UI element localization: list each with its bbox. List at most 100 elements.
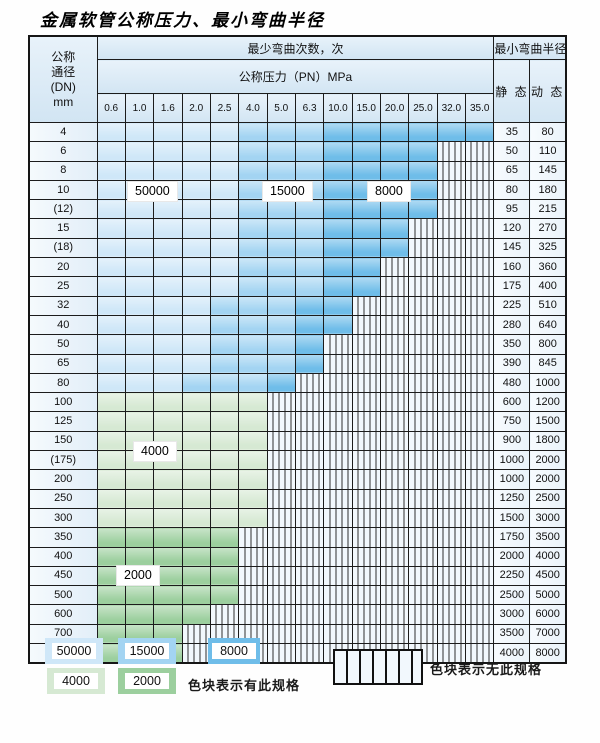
- static-cell: 35: [493, 121, 531, 143]
- pressure-cell: [153, 237, 183, 259]
- pressure-cell: [124, 469, 155, 490]
- pressure-cell: [209, 121, 240, 143]
- pressure-col-header: 25.0: [408, 93, 438, 123]
- pressure-cell: [408, 237, 438, 259]
- pressure-cell: [323, 546, 353, 567]
- table-row: 32 225 510: [28, 295, 567, 316]
- pressure-cell: [153, 604, 183, 625]
- static-cell: 350: [493, 334, 531, 355]
- pressure-cell: [379, 623, 410, 645]
- pressure-cell: [323, 314, 353, 336]
- pressure-cell: [379, 527, 410, 548]
- pressure-cell: [408, 141, 438, 162]
- pressure-cell: [436, 160, 466, 181]
- dynamic-cell: 4500: [529, 565, 567, 587]
- pressure-cell: [436, 507, 466, 529]
- dn-cell: 300: [28, 507, 98, 529]
- table-row: (12) 95 215: [28, 199, 567, 220]
- pressure-cell: [96, 411, 126, 432]
- pressure-cell: [464, 430, 495, 452]
- static-cell: 1250: [493, 488, 531, 509]
- pressure-cell: [181, 604, 211, 625]
- pressure-cell: [181, 643, 211, 664]
- dn-cell: 20: [28, 257, 98, 278]
- pressure-cell: [436, 199, 466, 220]
- pressure-cell: [408, 430, 438, 452]
- pressure-cell: [464, 643, 495, 664]
- dynamic-cell: 360: [529, 257, 567, 278]
- dn-cell: 600: [28, 604, 98, 625]
- static-cell: 80: [493, 179, 531, 201]
- pressure-cell: [153, 411, 183, 432]
- dynamic-cell: 800: [529, 334, 567, 355]
- dn-cell: 65: [28, 353, 98, 374]
- pressure-cell: [181, 276, 211, 297]
- static-cell: 1000: [493, 450, 531, 471]
- pressure-cell: [181, 372, 211, 394]
- pressure-cell: [238, 276, 268, 297]
- legend-swatch-2000-label: 2000: [125, 673, 169, 689]
- pressure-cell: [351, 546, 381, 567]
- pressure-cell: [238, 257, 268, 278]
- pressure-cell: [464, 411, 495, 432]
- pressure-cell: [408, 411, 438, 432]
- pressure-cell: [294, 411, 325, 432]
- pressure-cell: [379, 604, 410, 625]
- pressure-cell: [464, 623, 495, 645]
- pressure-cell: [464, 372, 495, 394]
- table-row: 150 900 1800: [28, 430, 567, 452]
- pressure-cell: [181, 121, 211, 143]
- pressure-cell: [379, 314, 410, 336]
- pressure-cell: [238, 469, 268, 490]
- pressure-cell: [379, 160, 410, 181]
- pressure-cell: [323, 237, 353, 259]
- pressure-cell: [323, 334, 353, 355]
- pressure-cell: [436, 411, 466, 432]
- pressure-cell: [238, 488, 268, 509]
- pressure-cell: [464, 218, 495, 239]
- pressure-cell: [351, 276, 381, 297]
- pressure-cell: [408, 314, 438, 336]
- pressure-cell: [351, 604, 381, 625]
- pressure-cell: [209, 160, 240, 181]
- pressure-col-header: 32.0: [436, 93, 466, 123]
- pressure-cell: [379, 334, 410, 355]
- pressure-cell: [266, 450, 296, 471]
- pressure-cell: [464, 121, 495, 143]
- pressure-cell: [96, 199, 126, 220]
- pressure-cell: [153, 372, 183, 394]
- pressure-cell: [238, 507, 268, 529]
- pressure-cell: [96, 469, 126, 490]
- dn-cell: 6: [28, 141, 98, 162]
- dn-cell: 250: [28, 488, 98, 509]
- pressure-cell: [96, 507, 126, 529]
- pressure-cell: [238, 392, 268, 413]
- pressure-cell: [238, 141, 268, 162]
- pressure-cell: [153, 565, 183, 587]
- pressure-cell: [96, 353, 126, 374]
- pressure-cell: [181, 257, 211, 278]
- pressure-cell: [124, 237, 155, 259]
- dn-cell: 50: [28, 334, 98, 355]
- pressure-cell: [436, 469, 466, 490]
- legend-swatch-50000-label: 50000: [52, 643, 96, 659]
- pressure-cell: [266, 121, 296, 143]
- static-cell: 3500: [493, 623, 531, 645]
- pressure-cell: [209, 237, 240, 259]
- pressure-cell: [96, 585, 126, 606]
- pressure-cell: [266, 160, 296, 181]
- pressure-col-header: 0.6: [96, 93, 126, 123]
- pressure-cell: [408, 372, 438, 394]
- static-cell: 65: [493, 160, 531, 181]
- pressure-cell: [181, 218, 211, 239]
- dynamic-cell: 180: [529, 179, 567, 201]
- pressure-cell: [96, 257, 126, 278]
- pressure-cell: [351, 565, 381, 587]
- overlay-label-8000: 8000: [367, 181, 411, 202]
- pressure-cell: [181, 585, 211, 606]
- dn-cell: 25: [28, 276, 98, 297]
- pressure-cell: [436, 546, 466, 567]
- pressure-cell: [323, 623, 353, 645]
- pressure-cell: [153, 276, 183, 297]
- pressure-cell: [351, 507, 381, 529]
